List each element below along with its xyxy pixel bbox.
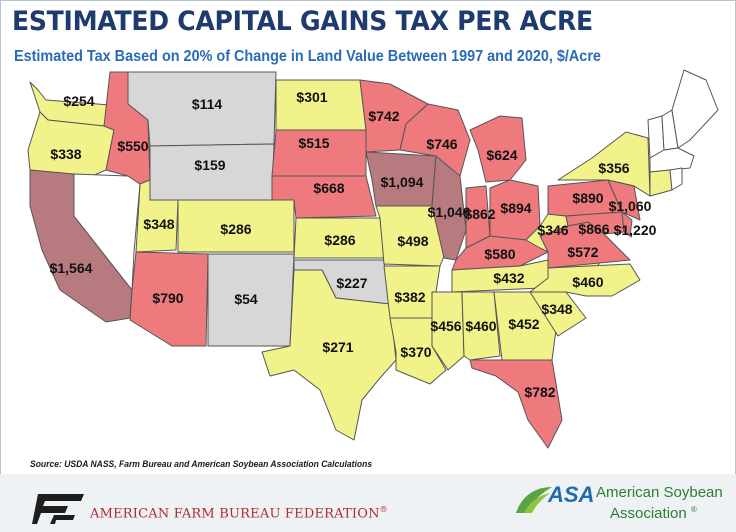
state-value-colorado: $286 <box>220 221 251 237</box>
state-value-oklahoma: $227 <box>336 275 367 291</box>
asa-leaf-icon <box>516 487 552 513</box>
state-value-idaho: $550 <box>117 138 148 154</box>
state-shapes <box>27 69 719 449</box>
state-value-arkansas: $382 <box>394 289 425 305</box>
state-value-montana: $114 <box>192 96 223 112</box>
state-utah <box>135 179 179 253</box>
afbf-logo-icon <box>32 494 84 524</box>
state-value-new-jersey: $1,060 <box>609 198 652 214</box>
state-value-kansas: $286 <box>324 232 355 248</box>
state-rhode-island <box>669 167 683 191</box>
state-value-nebraska: $668 <box>313 180 344 196</box>
state-value-pennsylvania: $890 <box>572 190 603 206</box>
state-value-maryland: $866 <box>578 221 609 237</box>
state-value-michigan: $624 <box>486 147 517 163</box>
state-value-kentucky: $580 <box>484 246 515 262</box>
source-note: Source: USDA NASS, Farm Bureau and Ameri… <box>30 459 373 470</box>
state-value-iowa: $1,094 <box>381 174 424 190</box>
state-value-illinois: $1,046 <box>428 204 471 220</box>
state-mississippi <box>431 291 465 371</box>
page-subtitle: Estimated Tax Based on 20% of Change in … <box>14 48 601 65</box>
state-maine <box>671 69 719 149</box>
state-florida <box>469 359 563 449</box>
state-colorado <box>177 199 295 253</box>
state-value-washington: $254 <box>63 93 94 109</box>
state-value-wisconsin: $746 <box>426 136 457 152</box>
page-title: ESTIMATED CAPITAL GAINS TAX PER ACRE <box>12 6 593 37</box>
state-north-dakota <box>275 79 367 131</box>
state-value-louisiana: $370 <box>400 344 431 360</box>
state-value-north-carolina: $460 <box>572 274 603 290</box>
state-labels: $254 $338 $1,564 $550 $114 $159 $348 $790 $286 $5… <box>50 89 657 400</box>
state-value-mississippi: $456 <box>430 318 461 334</box>
state-value-new-mexico: $54 <box>234 291 258 307</box>
state-nebraska <box>271 175 377 219</box>
state-value-new-york: $356 <box>598 160 629 176</box>
state-texas <box>261 269 397 441</box>
state-value-ohio: $894 <box>500 200 531 216</box>
state-value-alabama: $460 <box>465 318 496 334</box>
footer-bar <box>0 474 736 532</box>
state-value-minnesota: $742 <box>368 108 399 124</box>
state-value-california: $1,564 <box>50 260 93 276</box>
state-value-texas: $271 <box>322 339 353 355</box>
state-value-virginia: $572 <box>567 244 598 260</box>
state-value-west-virginia: $346 <box>537 222 568 238</box>
state-delaware <box>621 211 633 237</box>
state-value-missouri: $498 <box>397 233 428 249</box>
state-connecticut <box>649 169 673 197</box>
state-alabama <box>461 291 501 361</box>
state-value-oregon: $338 <box>50 146 81 162</box>
state-value-tennessee: $432 <box>493 270 524 286</box>
state-value-south-carolina: $348 <box>541 301 572 317</box>
us-states-map: $254 $338 $1,564 $550 $114 $159 $348 $790 $286 $5… <box>27 69 719 449</box>
state-new-mexico <box>207 253 295 347</box>
state-value-arizona: $790 <box>152 290 183 306</box>
state-value-wyoming: $159 <box>194 157 225 173</box>
state-value-florida: $782 <box>524 384 555 400</box>
afbf-name: AMERICAN FARM BUREAU FEDERATION® <box>90 505 388 522</box>
state-value-delaware: $1,220 <box>614 222 657 238</box>
state-value-georgia: $452 <box>508 316 539 332</box>
state-value-north-dakota: $301 <box>296 89 327 105</box>
state-value-indiana: $862 <box>464 206 495 222</box>
state-value-south-dakota: $515 <box>298 135 329 151</box>
state-new-jersey <box>607 179 641 221</box>
asa-abbreviation: ASA <box>548 482 595 507</box>
state-north-carolina <box>529 263 641 297</box>
state-michigan <box>469 115 527 183</box>
asa-name: American Soybean Association ® <box>596 484 723 522</box>
state-value-utah: $348 <box>143 216 174 232</box>
